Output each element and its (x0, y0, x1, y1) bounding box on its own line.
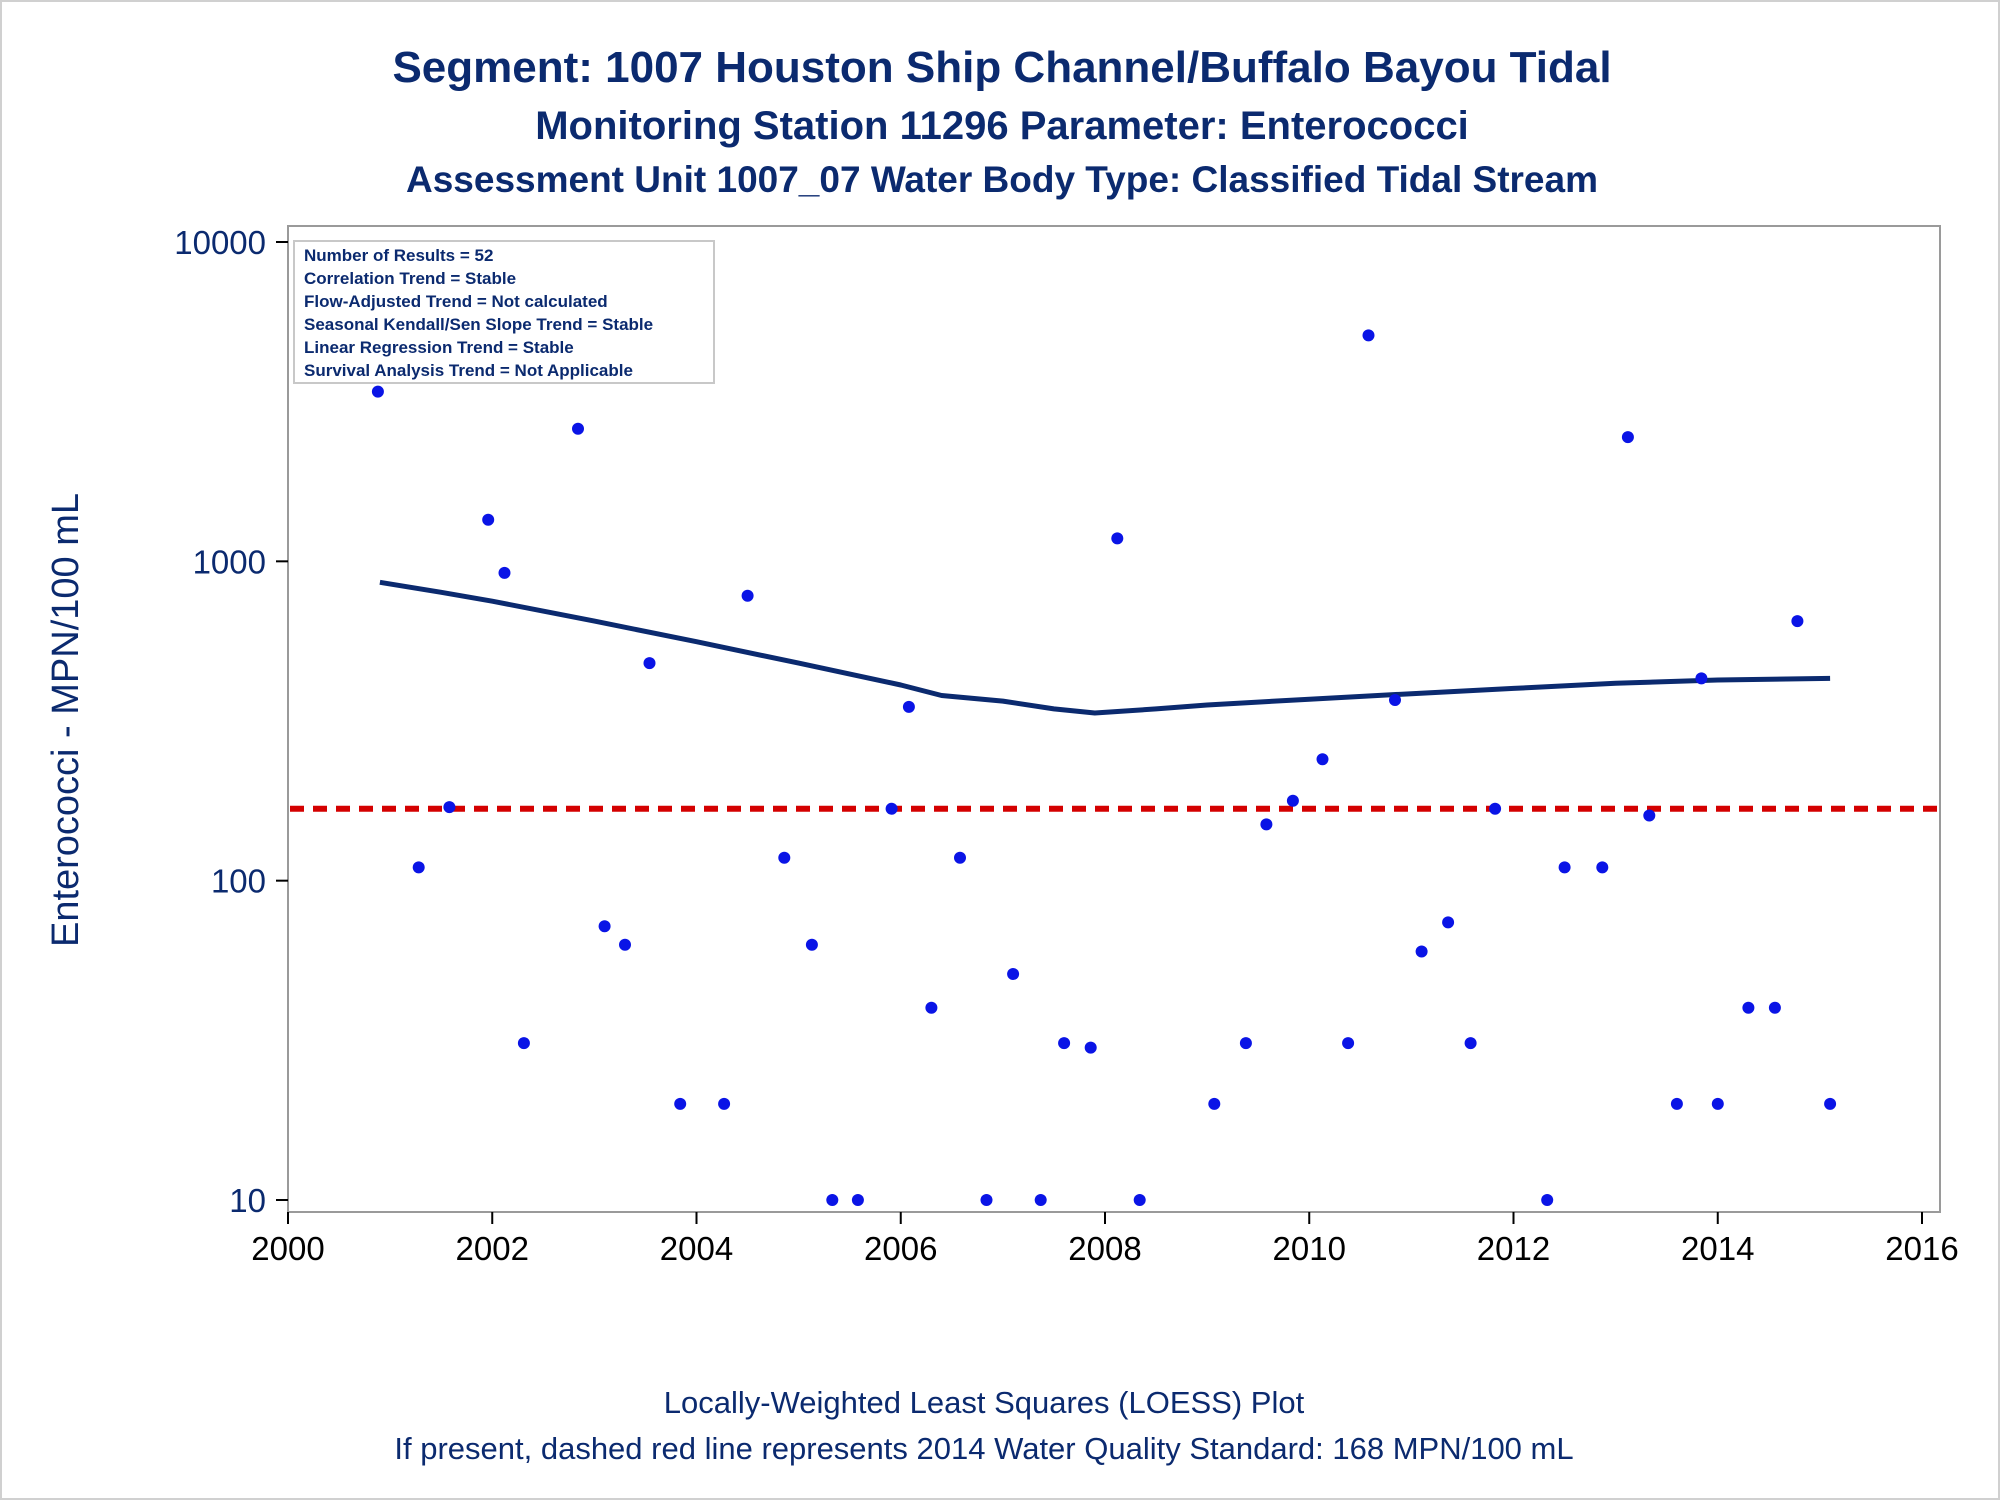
y-tick-label: 1000 (193, 543, 266, 580)
data-point (1058, 1037, 1071, 1050)
data-point (619, 938, 631, 951)
data-point (1007, 968, 1020, 980)
stats-seasonal-kendall-trend: Seasonal Kendall/Sen Slope Trend = Stabl… (304, 315, 653, 334)
footer-plot-type: Locally-Weighted Least Squares (LOESS) P… (664, 1385, 1305, 1420)
data-point (1711, 1097, 1724, 1110)
x-tick-label: 2002 (456, 1230, 529, 1267)
data-point (718, 1097, 731, 1110)
x-tick-label: 2010 (1273, 1230, 1346, 1267)
x-tick-label: 2000 (251, 1230, 324, 1267)
data-point (805, 938, 818, 951)
data-point (1111, 532, 1124, 545)
data-point (1208, 1097, 1221, 1110)
data-point (1768, 1001, 1781, 1014)
data-point (371, 385, 384, 398)
data-point (1541, 1194, 1554, 1206)
data-point (826, 1194, 839, 1206)
data-point (1260, 818, 1273, 831)
data-point (902, 700, 915, 713)
data-point (412, 861, 425, 874)
data-point (1342, 1037, 1355, 1050)
data-point (925, 1001, 938, 1014)
x-tick-label: 2016 (1885, 1230, 1958, 1267)
data-point (482, 513, 495, 526)
plot-area-frame (287, 225, 1941, 1213)
data-point (1596, 861, 1609, 874)
data-point (1286, 794, 1299, 807)
x-tick-label: 2008 (1068, 1230, 1141, 1267)
y-tick-label: 10000 (174, 224, 266, 261)
data-point (954, 851, 966, 864)
data-point (1316, 753, 1329, 766)
footer-standard-note: If present, dashed red line represents 2… (394, 1431, 1573, 1466)
data-point (1362, 329, 1375, 342)
data-point (1558, 861, 1571, 874)
data-point (1791, 615, 1804, 628)
stats-correlation-trend: Correlation Trend = Stable (304, 269, 516, 288)
data-point (1084, 1041, 1097, 1054)
data-point (980, 1194, 993, 1206)
stats-box: Number of Results = 52 Correlation Trend… (293, 240, 715, 384)
data-point (1695, 672, 1708, 685)
chart-subtitle-assessment: Assessment Unit 1007_07 Water Body Type:… (406, 159, 1598, 200)
data-point (851, 1194, 864, 1206)
data-point (1670, 1097, 1683, 1110)
data-point (443, 801, 456, 814)
data-point (517, 1037, 530, 1050)
y-tick-label: 10 (229, 1182, 266, 1219)
x-tick-label: 2014 (1681, 1230, 1754, 1267)
data-point (674, 1097, 687, 1110)
data-point (598, 920, 611, 933)
data-point (1824, 1097, 1837, 1110)
data-points-layer (371, 329, 1837, 1206)
data-point (1643, 809, 1656, 822)
stats-flow-adjusted-trend: Flow-Adjusted Trend = Not calculated (304, 292, 608, 311)
x-tick-label: 2012 (1477, 1230, 1550, 1267)
chart-title: Segment: 1007 Houston Ship Channel/Buffa… (392, 43, 1611, 92)
y-axis-label: Enterococci - MPN/100 mL (45, 493, 87, 947)
data-point (1442, 916, 1455, 929)
x-tick-label: 2004 (660, 1230, 733, 1267)
stats-number-of-results: Number of Results = 52 (304, 246, 493, 265)
data-point (1464, 1037, 1477, 1050)
data-point (1489, 802, 1502, 815)
loess-trend-line (379, 579, 1831, 716)
data-point (1239, 1037, 1252, 1050)
data-point (1389, 694, 1401, 706)
data-point (572, 422, 584, 435)
data-point (1133, 1194, 1146, 1206)
data-point (1034, 1194, 1047, 1206)
stats-survival-analysis-trend: Survival Analysis Trend = Not Applicable (304, 361, 633, 380)
loess-layer (379, 579, 1831, 716)
data-point (885, 802, 898, 815)
data-point (643, 657, 656, 670)
stats-linear-regression-trend: Linear Regression Trend = Stable (304, 338, 574, 357)
data-point (778, 851, 791, 864)
data-point (1415, 945, 1428, 958)
axes-layer: 2000 2002 2004 2006 2008 2010 2012 2014 2016 10 10… (174, 224, 1958, 1267)
data-point (1621, 431, 1634, 444)
y-tick-label: 100 (211, 863, 266, 900)
data-point (1742, 1001, 1755, 1014)
data-point (498, 566, 511, 579)
data-point (741, 589, 754, 602)
chart-subtitle-station: Monitoring Station 11296 Parameter: Ente… (535, 104, 1469, 148)
stats-box-frame (293, 240, 715, 384)
x-tick-label: 2006 (864, 1230, 937, 1267)
